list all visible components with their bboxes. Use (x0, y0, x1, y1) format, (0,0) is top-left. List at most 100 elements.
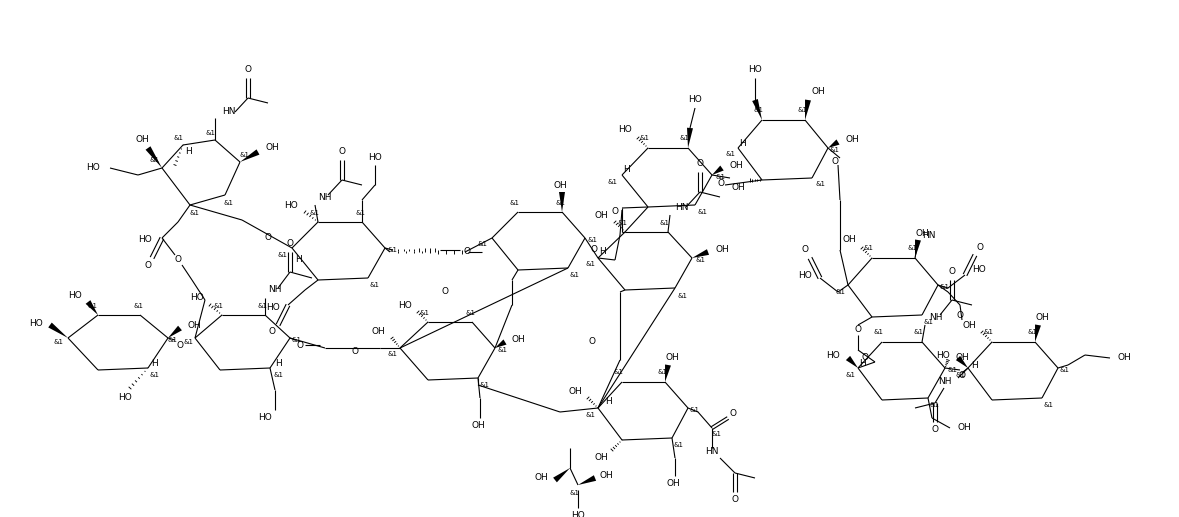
Text: &1: &1 (797, 107, 806, 113)
Polygon shape (687, 128, 693, 148)
Text: HO: HO (190, 293, 204, 301)
Text: &1: &1 (310, 210, 320, 216)
Text: O: O (612, 207, 619, 217)
Text: O: O (731, 495, 738, 505)
Text: H: H (599, 248, 605, 256)
Text: &1: &1 (714, 174, 725, 180)
Text: &1: &1 (640, 135, 650, 141)
Text: &1: &1 (955, 372, 964, 378)
Text: NH: NH (268, 285, 282, 295)
Text: &1: &1 (213, 303, 223, 309)
Text: HO: HO (368, 153, 382, 161)
Text: &1: &1 (498, 347, 507, 353)
Polygon shape (805, 100, 811, 120)
Text: &1: &1 (511, 200, 520, 206)
Text: &1: &1 (387, 247, 397, 253)
Text: OH: OH (666, 479, 680, 489)
Text: &1: &1 (711, 431, 722, 437)
Text: OH: OH (265, 144, 278, 153)
Text: HO: HO (258, 414, 272, 422)
Text: OH: OH (729, 160, 743, 170)
Text: H: H (858, 358, 865, 368)
Text: OH: OH (187, 322, 202, 330)
Text: O: O (862, 354, 869, 362)
Text: HO: HO (798, 270, 812, 280)
Text: H: H (152, 358, 158, 368)
Polygon shape (578, 475, 597, 485)
Text: &1: &1 (274, 372, 283, 378)
Text: HN: HN (922, 231, 935, 239)
Text: NH: NH (929, 312, 942, 322)
Text: O: O (269, 327, 276, 337)
Text: OH: OH (594, 210, 608, 220)
Text: HO: HO (138, 236, 152, 245)
Text: HO: HO (399, 300, 411, 310)
Text: O: O (956, 311, 963, 320)
Text: &1: &1 (923, 319, 933, 325)
Text: HN: HN (705, 448, 719, 457)
Text: HO: HO (266, 303, 279, 312)
Text: &1: &1 (1027, 329, 1038, 335)
Text: NH: NH (318, 192, 331, 202)
Text: &1: &1 (680, 135, 690, 141)
Text: &1: &1 (257, 303, 266, 309)
Polygon shape (956, 356, 968, 368)
Text: &1: &1 (657, 369, 667, 375)
Text: O: O (948, 267, 955, 277)
Text: O: O (802, 246, 809, 254)
Text: &1: &1 (205, 130, 215, 136)
Text: &1: &1 (355, 210, 365, 216)
Text: OH: OH (1118, 354, 1132, 362)
Text: &1: &1 (725, 151, 735, 157)
Text: &1: &1 (1060, 367, 1071, 373)
Text: &1: &1 (914, 329, 924, 335)
Text: &1: &1 (694, 257, 705, 263)
Text: &1: &1 (872, 329, 883, 335)
Text: &1: &1 (555, 200, 565, 206)
Text: &1: &1 (477, 241, 488, 247)
Text: &1: &1 (53, 339, 62, 345)
Text: HO: HO (971, 266, 986, 275)
Polygon shape (845, 356, 858, 368)
Text: OH: OH (472, 421, 485, 431)
Text: &1: &1 (387, 351, 397, 357)
Text: &1: &1 (983, 329, 993, 335)
Text: &1: &1 (863, 245, 872, 251)
Text: &1: &1 (241, 152, 250, 158)
Text: &1: &1 (133, 303, 143, 309)
Text: H: H (624, 165, 631, 175)
Text: OH: OH (842, 236, 856, 245)
Text: &1: &1 (617, 220, 627, 226)
Text: O: O (931, 425, 938, 434)
Text: &1: &1 (930, 402, 940, 408)
Text: &1: &1 (613, 369, 623, 375)
Text: OH: OH (812, 87, 825, 97)
Text: H: H (605, 398, 612, 406)
Text: &1: &1 (830, 147, 839, 153)
Text: OH: OH (915, 229, 929, 237)
Text: &1: &1 (183, 339, 193, 345)
Text: OH: OH (955, 354, 969, 362)
Text: O: O (145, 262, 151, 270)
Text: O: O (463, 248, 470, 256)
Text: &1: &1 (569, 272, 580, 278)
Text: H: H (971, 360, 979, 370)
Text: O: O (831, 158, 838, 166)
Text: O: O (591, 246, 598, 254)
Text: &1: &1 (150, 372, 160, 378)
Text: O: O (697, 160, 704, 169)
Text: H: H (738, 139, 745, 147)
Text: OH: OH (568, 388, 582, 397)
Text: &1: &1 (223, 200, 233, 206)
Polygon shape (167, 326, 182, 338)
Polygon shape (241, 149, 259, 162)
Text: O: O (441, 287, 448, 297)
Polygon shape (1035, 325, 1041, 342)
Text: OH: OH (957, 423, 970, 433)
Text: HN: HN (676, 204, 689, 212)
Text: &1: &1 (370, 282, 380, 288)
Text: &1: &1 (278, 252, 288, 258)
Text: HO: HO (68, 291, 83, 299)
Text: OH: OH (594, 453, 608, 463)
Polygon shape (495, 340, 507, 348)
